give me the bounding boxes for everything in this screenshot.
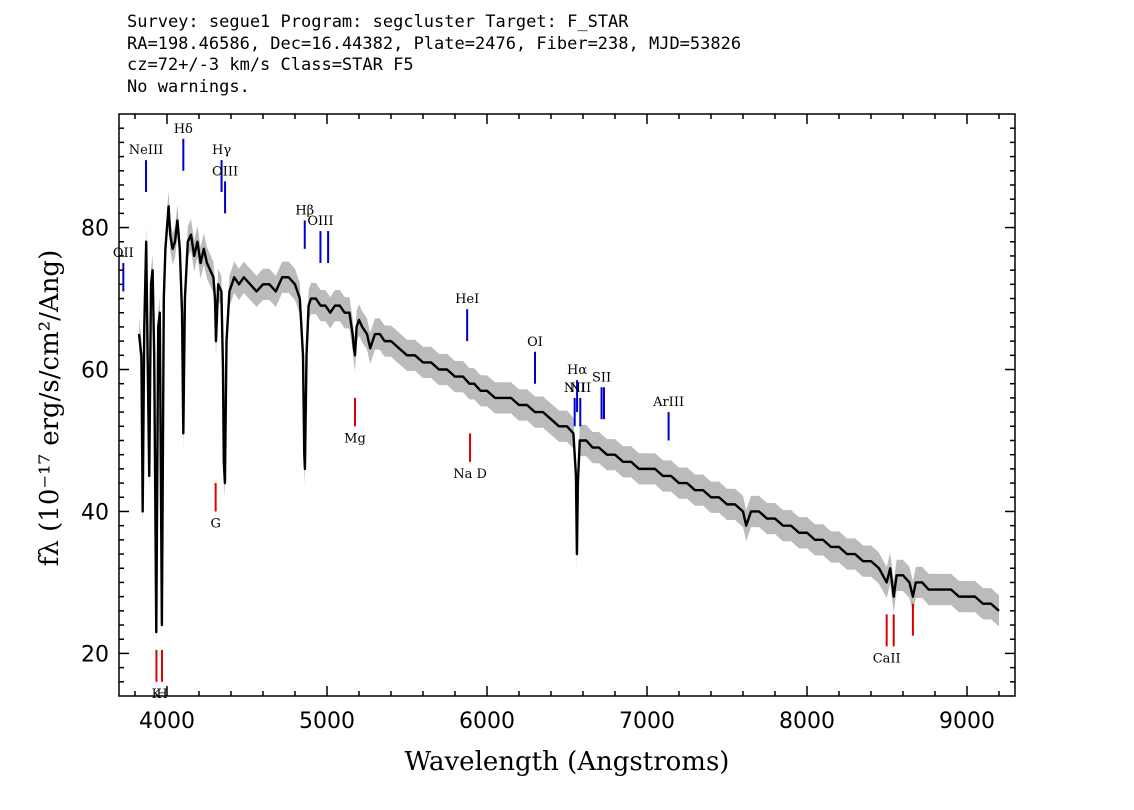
x-tick-label: 8000 xyxy=(779,709,835,734)
x-tick-label: 5000 xyxy=(299,709,355,734)
emission-line-label: Hα xyxy=(567,363,587,378)
emission-line-label: NII xyxy=(564,381,586,396)
absorption-line-label: Mg xyxy=(344,431,366,446)
header-survey-line: Survey: segue1 Program: segcluster Targe… xyxy=(127,12,629,32)
header-warnings-line: No warnings. xyxy=(127,76,250,97)
y-tick-label: 20 xyxy=(81,642,109,667)
x-tick-label: 6000 xyxy=(459,709,515,734)
y-axis-title: fλ (10⁻¹⁷ erg/s/cm²/Ang) xyxy=(35,250,65,566)
y-tick-label: 40 xyxy=(81,500,109,525)
absorption-line-label: H xyxy=(156,687,167,702)
x-tick-label: 9000 xyxy=(939,709,995,734)
error-band xyxy=(139,190,999,648)
emission-line-label: NII xyxy=(569,381,591,396)
absorption-line-label: K xyxy=(152,687,162,702)
x-tick-label: 4000 xyxy=(139,709,195,734)
emission-line-label: Hβ xyxy=(295,203,314,218)
y-tick-label: 80 xyxy=(81,217,109,242)
spectral-line-markers: OIINeIIIHδHγOIIIHβOIIIHeIOINIIHαNIISIIAr… xyxy=(113,122,914,702)
emission-line-label: NeIII xyxy=(129,143,163,158)
flux-series-line xyxy=(137,205,1000,634)
emission-line-label: HeI xyxy=(455,292,479,307)
emission-line-label: SII xyxy=(592,370,611,385)
emission-line-label: Hγ xyxy=(212,143,231,158)
emission-line-label: OI xyxy=(527,335,543,350)
emission-line-label: OII xyxy=(113,246,134,261)
emission-line-label: OIII xyxy=(307,214,333,229)
absorption-line-label: Na D xyxy=(453,467,487,482)
header-coordinates-line: RA=198.46586, Dec=16.44382, Plate=2476, … xyxy=(127,33,742,54)
absorption-line-label: CaII xyxy=(873,651,901,666)
x-tick-label: 7000 xyxy=(619,709,675,734)
x-axis-title: Wavelength (Angstroms) xyxy=(405,747,730,777)
flux-layer xyxy=(137,205,1000,634)
emission-line-label: OIII xyxy=(212,164,238,179)
spectrum-header: Survey: segue1 Program: segcluster Targe… xyxy=(127,12,741,98)
emission-line-label: Hδ xyxy=(174,122,193,137)
plot-frame xyxy=(118,113,1016,697)
axis-ticks: 4000 5000 6000 7000 8000 9000 20 40 60 80 xyxy=(81,114,1015,734)
header-redshift-line: cz=72+/-3 km/s Class=STAR F5 xyxy=(127,55,414,75)
y-tick-label: 60 xyxy=(81,359,109,384)
emission-line-label: ArIII xyxy=(652,395,684,410)
error-band-layer xyxy=(139,190,999,648)
absorption-line-label: G xyxy=(210,516,220,531)
